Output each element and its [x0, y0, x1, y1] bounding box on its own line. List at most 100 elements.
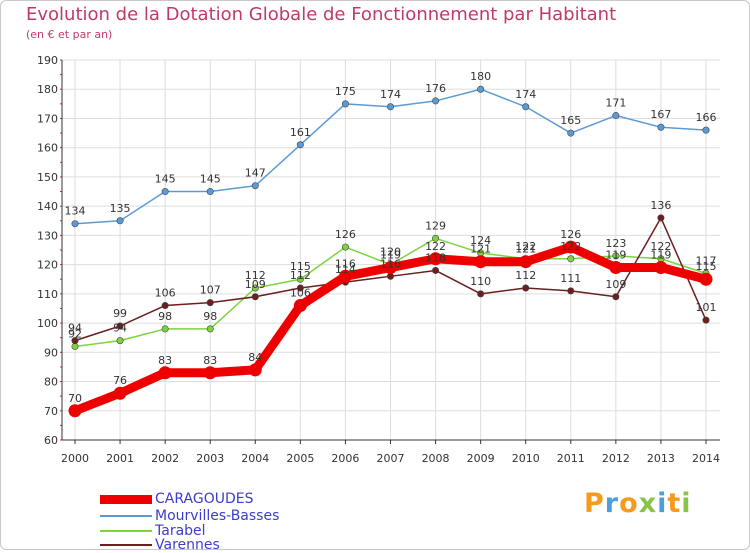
data-point-mourvilles-basses [612, 112, 620, 120]
data-point-caragoudes [248, 363, 262, 377]
data-label: 83 [158, 354, 172, 367]
data-point-caragoudes [699, 272, 713, 286]
proxiti-logo: Proxiti [584, 488, 692, 519]
data-label: 115 [290, 260, 311, 273]
data-label: 76 [113, 374, 127, 387]
data-point-tarabel [116, 337, 124, 345]
x-tick-label: 2009 [467, 452, 495, 465]
logo-letter: r [604, 488, 620, 519]
data-label: 122 [560, 240, 581, 253]
data-point-mourvilles-basses [657, 123, 665, 131]
y-tick-label: 90 [44, 346, 58, 359]
data-point-varennes [702, 316, 710, 324]
data-point-mourvilles-basses [251, 182, 259, 190]
x-tick-label: 2001 [106, 452, 134, 465]
data-label: 165 [560, 114, 581, 127]
data-label: 145 [155, 173, 176, 186]
data-point-tarabel [161, 325, 169, 333]
data-point-varennes [522, 284, 530, 292]
y-tick-label: 170 [37, 112, 58, 125]
legend-swatch [100, 530, 152, 532]
data-label: 123 [605, 237, 626, 250]
data-point-mourvilles-basses [71, 220, 79, 228]
data-point-tarabel [251, 284, 259, 292]
data-point-varennes [657, 214, 665, 222]
x-tick-label: 2008 [422, 452, 450, 465]
data-label: 174 [380, 88, 401, 101]
logo-letter: x [638, 488, 658, 519]
y-tick-label: 140 [37, 200, 58, 213]
x-tick-label: 2006 [331, 452, 359, 465]
data-label: 119 [605, 249, 626, 262]
data-label: 166 [696, 111, 717, 124]
x-tick-label: 2013 [647, 452, 675, 465]
data-label: 109 [605, 278, 626, 291]
data-point-caragoudes [158, 366, 172, 380]
data-label: 124 [470, 234, 491, 247]
logo-letter: i [681, 488, 692, 519]
data-label: 84 [248, 351, 262, 364]
x-tick-label: 2003 [196, 452, 224, 465]
data-point-caragoudes [338, 269, 352, 283]
y-tick-label: 80 [44, 376, 58, 389]
y-tick-label: 150 [37, 171, 58, 184]
data-point-tarabel [567, 255, 575, 263]
logo-letter: P [584, 488, 605, 519]
data-label: 145 [200, 173, 221, 186]
data-label: 106 [155, 287, 176, 300]
data-point-varennes [477, 290, 485, 298]
data-point-caragoudes [519, 255, 533, 269]
data-label: 115 [696, 260, 717, 273]
data-label: 116 [380, 257, 401, 270]
data-label: 98 [203, 310, 217, 323]
data-point-varennes [206, 299, 214, 307]
x-tick-label: 2002 [151, 452, 179, 465]
data-label: 118 [425, 251, 446, 264]
data-point-caragoudes [654, 261, 668, 275]
data-point-mourvilles-basses [567, 129, 575, 137]
data-point-caragoudes [68, 404, 82, 418]
data-point-mourvilles-basses [477, 85, 485, 93]
data-label: 129 [425, 219, 446, 232]
data-label: 175 [335, 85, 356, 98]
logo-letter: t [667, 488, 682, 519]
data-point-mourvilles-basses [522, 103, 530, 111]
logo-letter: o [619, 488, 639, 519]
legend-swatch [100, 494, 152, 504]
legend-swatch [100, 515, 152, 517]
y-tick-label: 110 [37, 288, 58, 301]
data-point-caragoudes [474, 255, 488, 269]
data-label: 112 [290, 269, 311, 282]
data-label: 119 [380, 249, 401, 262]
data-point-tarabel [206, 325, 214, 333]
data-label: 111 [560, 272, 581, 285]
y-tick-label: 160 [37, 142, 58, 155]
data-label: 112 [245, 269, 266, 282]
x-tick-label: 2007 [377, 452, 405, 465]
data-label: 119 [650, 249, 671, 262]
legend-label: Varennes [155, 537, 220, 553]
x-tick-label: 2004 [241, 452, 269, 465]
data-label: 122 [650, 240, 671, 253]
data-label: 180 [470, 70, 491, 83]
series-lines [68, 85, 713, 418]
data-label: 121 [515, 243, 536, 256]
legend-label: Tarabel [155, 523, 206, 539]
data-point-mourvilles-basses [206, 188, 214, 196]
data-label: 106 [290, 287, 311, 300]
data-label: 171 [605, 97, 626, 110]
logo-letter: i [657, 488, 668, 519]
data-label: 70 [68, 392, 82, 405]
data-label: 110 [470, 275, 491, 288]
data-point-varennes [612, 293, 620, 301]
data-point-tarabel [612, 252, 620, 260]
data-point-mourvilles-basses [386, 103, 394, 111]
data-point-mourvilles-basses [161, 188, 169, 196]
data-point-varennes [296, 284, 304, 292]
x-tick-label: 2010 [512, 452, 540, 465]
x-tick-label: 2012 [602, 452, 630, 465]
data-point-caragoudes [293, 299, 307, 313]
data-label: 120 [380, 246, 401, 259]
data-point-varennes [386, 272, 394, 280]
